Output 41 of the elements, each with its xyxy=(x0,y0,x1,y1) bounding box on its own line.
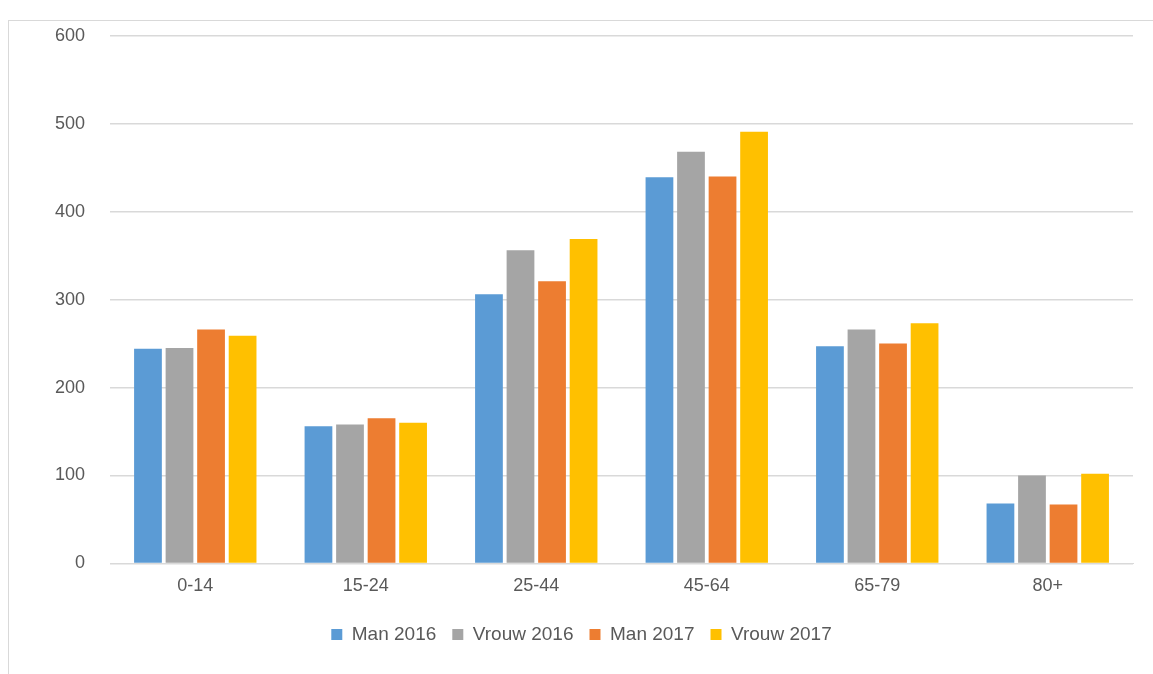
bar xyxy=(569,238,598,563)
legend-label: Vrouw 2017 xyxy=(731,622,832,644)
y-tick-label: 0 xyxy=(75,552,86,573)
bar xyxy=(197,329,225,563)
bar xyxy=(816,346,844,563)
bar xyxy=(677,151,705,563)
legend-label: Man 2016 xyxy=(351,622,437,644)
x-tick-label: 0-14 xyxy=(177,575,214,596)
bar xyxy=(847,329,876,563)
bar xyxy=(910,323,939,563)
bar xyxy=(986,503,1015,563)
y-tick-label: 100 xyxy=(54,464,86,485)
bar xyxy=(708,176,737,563)
x-tick-label: 65-79 xyxy=(854,575,901,596)
y-tick-label: 200 xyxy=(54,376,86,397)
y-tick-label: 300 xyxy=(54,288,86,309)
bar xyxy=(1081,473,1109,563)
bar xyxy=(399,422,427,563)
bar xyxy=(134,348,162,563)
bar xyxy=(645,177,674,563)
x-tick-label: 45-64 xyxy=(683,575,730,596)
bar xyxy=(538,281,566,563)
bar xyxy=(1049,504,1078,563)
bar xyxy=(740,131,768,563)
bar xyxy=(304,426,333,563)
x-tick-label: 80+ xyxy=(1032,575,1064,596)
y-tick-label: 600 xyxy=(54,24,86,45)
bar xyxy=(506,250,535,563)
legend-label: Man 2017 xyxy=(610,622,695,644)
bar xyxy=(228,335,257,563)
bar xyxy=(475,294,503,563)
bar xyxy=(879,343,907,563)
y-tick-label: 500 xyxy=(54,112,86,133)
x-tick-label: 25-44 xyxy=(513,575,560,596)
bar xyxy=(1018,475,1046,563)
bar xyxy=(336,424,364,563)
bar xyxy=(367,418,396,563)
x-tick-label: 15-24 xyxy=(342,575,389,596)
legend-label: Vrouw 2016 xyxy=(472,622,574,644)
bar xyxy=(165,347,194,563)
y-tick-label: 400 xyxy=(54,200,86,221)
